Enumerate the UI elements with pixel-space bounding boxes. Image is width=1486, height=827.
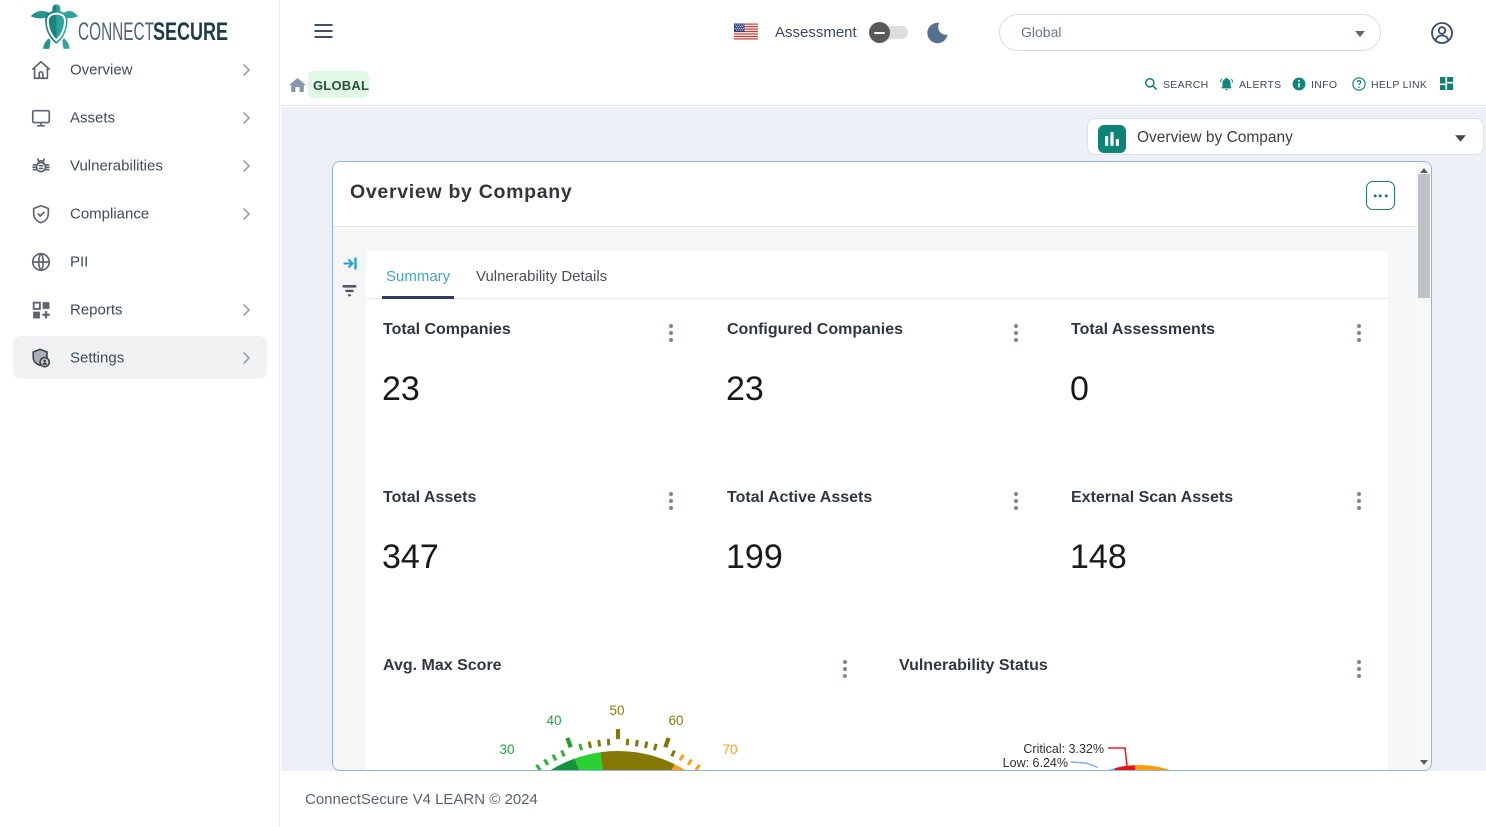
svg-text:30: 30 xyxy=(499,742,514,757)
svg-text:60: 60 xyxy=(668,713,683,728)
svg-text:Low: 6.24%: Low: 6.24% xyxy=(1003,756,1068,770)
svg-text:Critical: 3.32%: Critical: 3.32% xyxy=(1023,742,1104,756)
svg-text:50: 50 xyxy=(609,703,624,718)
svg-text:40: 40 xyxy=(546,713,561,728)
svg-text:70: 70 xyxy=(722,742,737,757)
